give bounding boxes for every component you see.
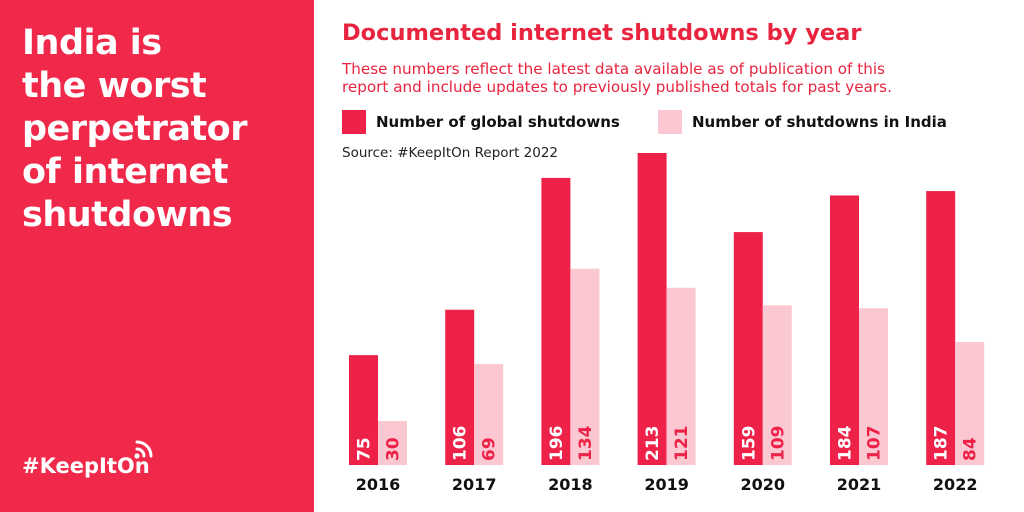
data-label-global: 213 [643, 426, 663, 462]
data-label-global: 159 [739, 426, 759, 462]
x-tick-label: 2021 [837, 475, 882, 494]
data-label-india: 84 [961, 437, 981, 461]
data-label-global: 187 [932, 426, 952, 462]
bar-global [830, 195, 859, 465]
x-tick-label: 2018 [548, 475, 593, 494]
x-tick-label: 2022 [933, 475, 978, 494]
data-label-india: 69 [480, 437, 500, 461]
left-panel: India is the worst perpetrator of intern… [0, 0, 314, 512]
bar-india [762, 305, 792, 465]
legend-item-global: Number of global shutdowns [342, 110, 620, 134]
headline-line: India is [22, 23, 162, 63]
data-label-global: 196 [547, 426, 567, 462]
legend-swatch-india [658, 110, 682, 134]
data-label-india: 134 [576, 425, 596, 461]
x-tick-label: 2017 [452, 475, 497, 494]
bar-india [666, 287, 696, 465]
bar-india [378, 421, 407, 465]
chart-title: Documented internet shutdowns by year [342, 20, 862, 46]
headline-line: shutdowns [22, 195, 233, 235]
x-tick-label: 2019 [644, 475, 689, 494]
data-label-india: 109 [768, 426, 788, 462]
headline-line: of internet [22, 152, 229, 192]
legend-swatch-global [342, 110, 366, 134]
bar-global [733, 232, 763, 465]
bar-global [445, 309, 475, 465]
x-tick-label: 2016 [356, 475, 401, 494]
subtitle-line: These numbers reflect the latest data av… [342, 60, 885, 78]
headline: India is the worst perpetrator of intern… [22, 22, 307, 237]
bar-india [570, 268, 600, 465]
subtitle-line: report and include updates to previously… [342, 78, 892, 96]
legend-label-india: Number of shutdowns in India [692, 113, 947, 131]
headline-line: the worst [22, 66, 207, 106]
data-label-india: 107 [865, 426, 885, 462]
bar-global [349, 355, 378, 465]
x-tick-label: 2020 [741, 475, 786, 494]
bar-global [926, 191, 956, 465]
hashtag-logo-text: #KeepItOn [22, 454, 150, 478]
bar-india [859, 308, 888, 465]
signal-icon [134, 440, 153, 459]
data-label-global: 184 [836, 425, 856, 461]
source-note: Source: #KeepItOn Report 2022 [342, 145, 559, 161]
bar-global [541, 177, 571, 465]
bar-india [474, 363, 504, 465]
bar-global [637, 153, 667, 465]
chart-subtitle: These numbers reflect the latest data av… [342, 60, 1002, 96]
legend-item-india: Number of shutdowns in India [658, 110, 947, 134]
data-label-global: 106 [451, 426, 471, 462]
data-label-global: 75 [355, 437, 375, 461]
data-label-india: 30 [384, 437, 404, 461]
bar-india [955, 341, 985, 465]
legend-label-global: Number of global shutdowns [376, 113, 620, 131]
data-label-india: 121 [672, 426, 692, 462]
headline-line: perpetrator [22, 109, 248, 149]
